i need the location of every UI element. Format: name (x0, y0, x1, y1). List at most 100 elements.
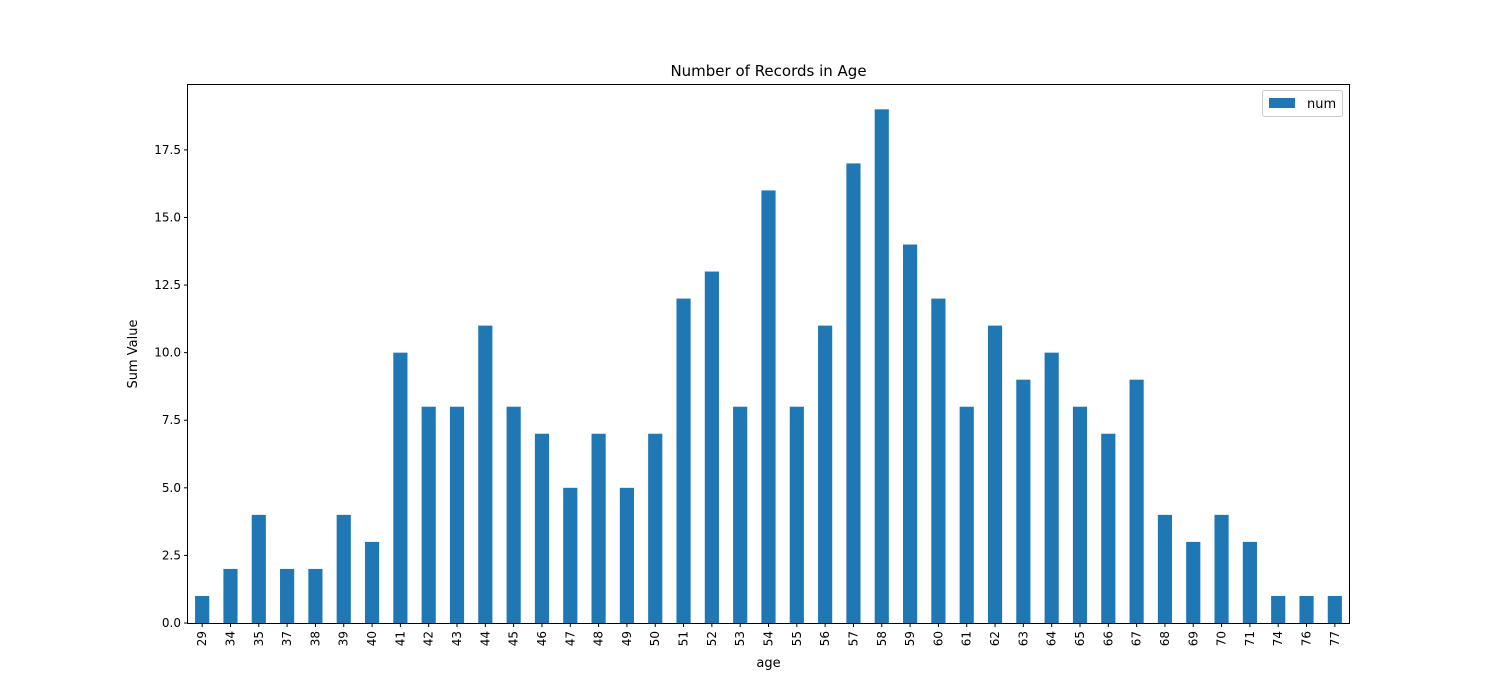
y-tick-label: 2.5 (162, 548, 181, 562)
x-tick-label: 35 (252, 631, 266, 646)
bar-age-46 (534, 433, 550, 623)
x-tick-label: 42 (422, 631, 436, 646)
bar-age-49 (619, 487, 634, 623)
bar-age-38 (308, 568, 323, 623)
bar-age-54 (761, 190, 776, 623)
bar-age-43 (449, 406, 465, 623)
x-tick-label: 49 (620, 631, 634, 646)
bar-age-41 (393, 352, 408, 623)
x-tick-label: 37 (280, 631, 294, 646)
bar-age-56 (818, 325, 833, 623)
x-tick-label: 68 (1158, 631, 1172, 646)
x-tick-label: 53 (733, 631, 747, 646)
x-tick-label: 74 (1271, 631, 1285, 646)
bar-age-63 (1016, 379, 1031, 623)
x-tick-label: 70 (1215, 631, 1229, 646)
x-tick-label: 39 (337, 631, 351, 646)
x-tick-label: 62 (988, 631, 1002, 646)
x-tick-label: 29 (195, 631, 209, 646)
bar-age-70 (1214, 514, 1229, 623)
chart-title: Number of Records in Age (670, 62, 866, 80)
y-axis-label: Sum Value (126, 320, 141, 389)
bar-age-76 (1299, 595, 1314, 623)
bar-age-66 (1101, 433, 1116, 623)
bar-age-62 (987, 325, 1003, 623)
bar-age-60 (931, 298, 946, 623)
bar-age-45 (506, 406, 521, 623)
x-tick-label: 66 (1101, 631, 1115, 646)
x-tick-label: 69 (1186, 631, 1200, 646)
x-tick-label: 58 (875, 631, 889, 646)
bar-age-74 (1271, 595, 1286, 623)
x-tick-label: 61 (960, 631, 974, 646)
bar-age-53 (733, 406, 748, 623)
x-tick-label: 77 (1328, 631, 1342, 646)
legend-label: num (1307, 97, 1336, 112)
bar-age-48 (591, 433, 606, 623)
x-tick-label: 55 (790, 631, 804, 646)
bar-age-40 (364, 541, 380, 623)
bar-age-67 (1129, 379, 1144, 623)
bar-age-68 (1157, 514, 1173, 623)
y-tick-label: 0.0 (162, 616, 181, 630)
x-tick-label: 71 (1243, 631, 1257, 646)
x-tick-label: 51 (677, 631, 691, 646)
bar-age-42 (421, 406, 436, 623)
x-tick-label: 76 (1300, 631, 1314, 646)
bar-age-59 (903, 244, 918, 623)
bar-age-64 (1044, 352, 1059, 623)
bar-age-47 (563, 487, 578, 623)
x-tick-label: 59 (903, 631, 917, 646)
x-tick-label: 52 (705, 631, 719, 646)
x-tick-label: 60 (931, 631, 945, 646)
x-tick-label: 54 (762, 631, 776, 646)
bar-age-37 (280, 568, 295, 623)
y-axis: 0.0 2.5 5.0 7.5 10.0 12.5 15.0 17.5 (154, 143, 188, 630)
legend-box (1262, 90, 1343, 117)
bar-age-57 (846, 163, 861, 623)
y-tick-label: 5.0 (162, 481, 181, 495)
x-axis-label: age (756, 656, 780, 671)
x-tick-label: 40 (365, 631, 379, 646)
legend: num (1262, 90, 1343, 117)
bar-age-50 (648, 433, 663, 623)
bar-age-65 (1072, 406, 1088, 623)
y-tick-label: 12.5 (154, 278, 181, 292)
bar-age-39 (336, 514, 351, 623)
x-tick-label: 38 (308, 631, 322, 646)
x-tick-label: 56 (818, 631, 832, 646)
bar-age-77 (1327, 595, 1342, 623)
y-tick-label: 17.5 (154, 143, 181, 157)
x-tick-label: 48 (592, 631, 606, 646)
bar-age-58 (874, 109, 889, 623)
x-tick-label: 57 (846, 631, 860, 646)
y-tick-label: 7.5 (162, 413, 181, 427)
bar-age-52 (704, 271, 719, 623)
x-tick-label: 47 (563, 631, 577, 646)
x-tick-label: 45 (507, 631, 521, 646)
bar-age-69 (1186, 541, 1201, 623)
x-tick-label: 34 (223, 631, 237, 646)
x-tick-label: 63 (1016, 631, 1030, 646)
x-tick-label: 64 (1045, 631, 1059, 646)
bars-group (195, 109, 1342, 623)
bar-age-29 (195, 595, 210, 623)
legend-swatch (1269, 98, 1295, 108)
x-tick-label: 46 (535, 631, 549, 646)
bar-age-35 (251, 514, 266, 623)
bar-age-51 (676, 298, 691, 623)
y-tick-label: 10.0 (154, 346, 181, 360)
bar-age-34 (223, 568, 238, 623)
bar-age-61 (959, 406, 974, 623)
plot-frame (187, 84, 1350, 624)
x-axis: 29 34 35 37 38 39 40 41 42 43 44 45 46 47 48 49 50 51 52 53… (195, 623, 1342, 646)
x-tick-label: 41 (393, 631, 407, 646)
x-tick-label: 44 (478, 631, 492, 646)
bar-age-71 (1242, 541, 1257, 623)
y-tick-label: 15.0 (154, 210, 181, 224)
bar-age-55 (789, 406, 804, 623)
bar-age-44 (478, 325, 493, 623)
x-tick-label: 67 (1130, 631, 1144, 646)
x-tick-label: 43 (450, 631, 464, 646)
